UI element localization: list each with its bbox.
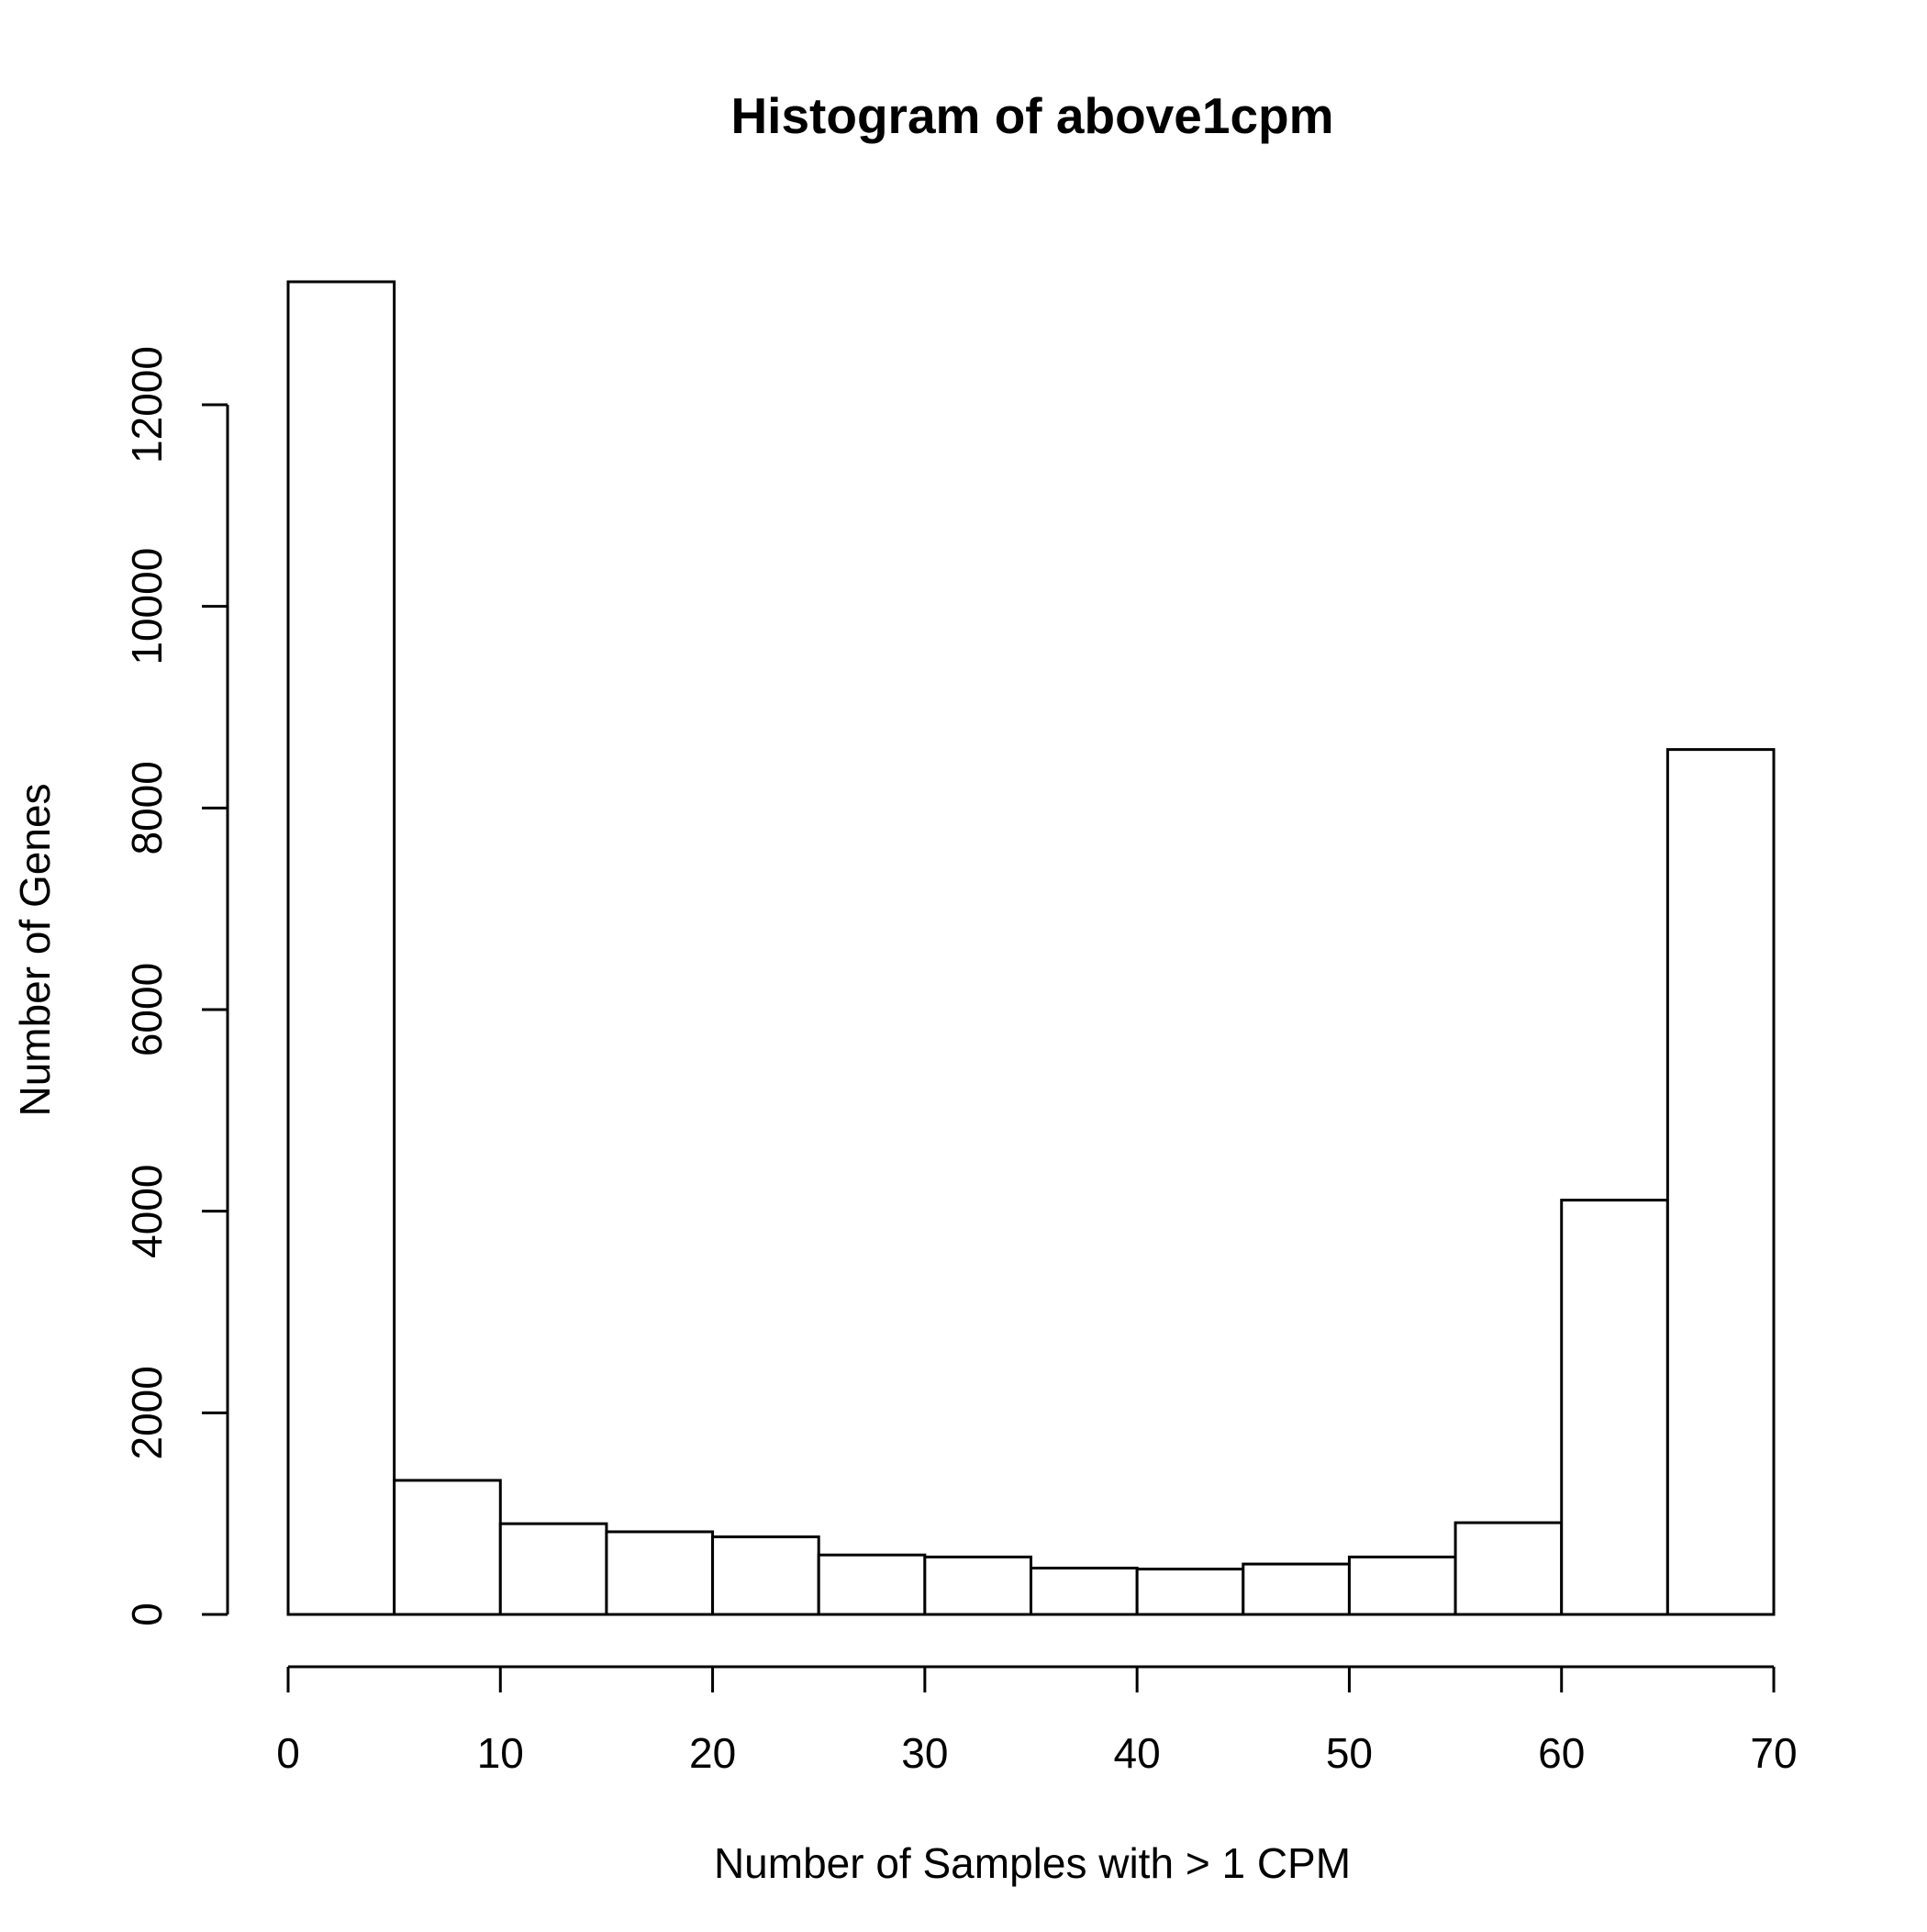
x-tick-label-3: 30 <box>901 1729 948 1777</box>
x-tick-label-6: 60 <box>1538 1729 1585 1777</box>
histogram-bar-7 <box>1030 1566 1139 1616</box>
histogram-bar-8 <box>1135 1568 1245 1616</box>
x-axis-label: Number of Samples with > 1 CPM <box>714 1839 1351 1887</box>
histogram-bar-4 <box>711 1535 820 1616</box>
x-tick-label-7: 70 <box>1750 1729 1797 1777</box>
histogram-bar-2 <box>498 1522 608 1616</box>
y-tick-label-5: 10000 <box>123 548 171 665</box>
x-tick-label-4: 40 <box>1114 1729 1161 1777</box>
chart-title: Histogram of above1cpm <box>730 87 1333 144</box>
y-tick-label-4: 8000 <box>123 761 171 854</box>
x-tick-label-2: 20 <box>689 1729 736 1777</box>
bars-group <box>286 280 1776 1616</box>
x-axis: 0 10 20 30 40 50 60 70 <box>276 1665 1798 1777</box>
histogram-bar-10 <box>1347 1555 1457 1616</box>
histogram-bar-0 <box>286 280 396 1616</box>
y-tick-label-0: 0 <box>123 1603 171 1626</box>
histogram-bar-6 <box>923 1555 1032 1616</box>
histogram-bar-1 <box>393 1479 502 1616</box>
y-tick-label-1: 2000 <box>123 1366 171 1459</box>
histogram-bar-11 <box>1454 1521 1564 1616</box>
x-tick-label-5: 50 <box>1326 1729 1373 1777</box>
histogram-bar-3 <box>605 1530 715 1616</box>
histogram-bar-5 <box>817 1553 927 1616</box>
x-tick-label-1: 10 <box>477 1729 524 1777</box>
histogram-bar-13 <box>1665 748 1776 1616</box>
histogram-bar-12 <box>1560 1199 1669 1616</box>
y-tick-label-3: 6000 <box>123 963 171 1056</box>
y-tick-label-2: 4000 <box>123 1164 171 1257</box>
histogram-bar-9 <box>1242 1562 1351 1616</box>
y-axis-label: Number of Genes <box>11 783 59 1116</box>
x-tick-label-0: 0 <box>276 1729 300 1777</box>
y-tick-label-6: 12000 <box>123 346 171 463</box>
y-axis: 0 2000 4000 6000 8000 10000 12000 <box>123 346 229 1626</box>
